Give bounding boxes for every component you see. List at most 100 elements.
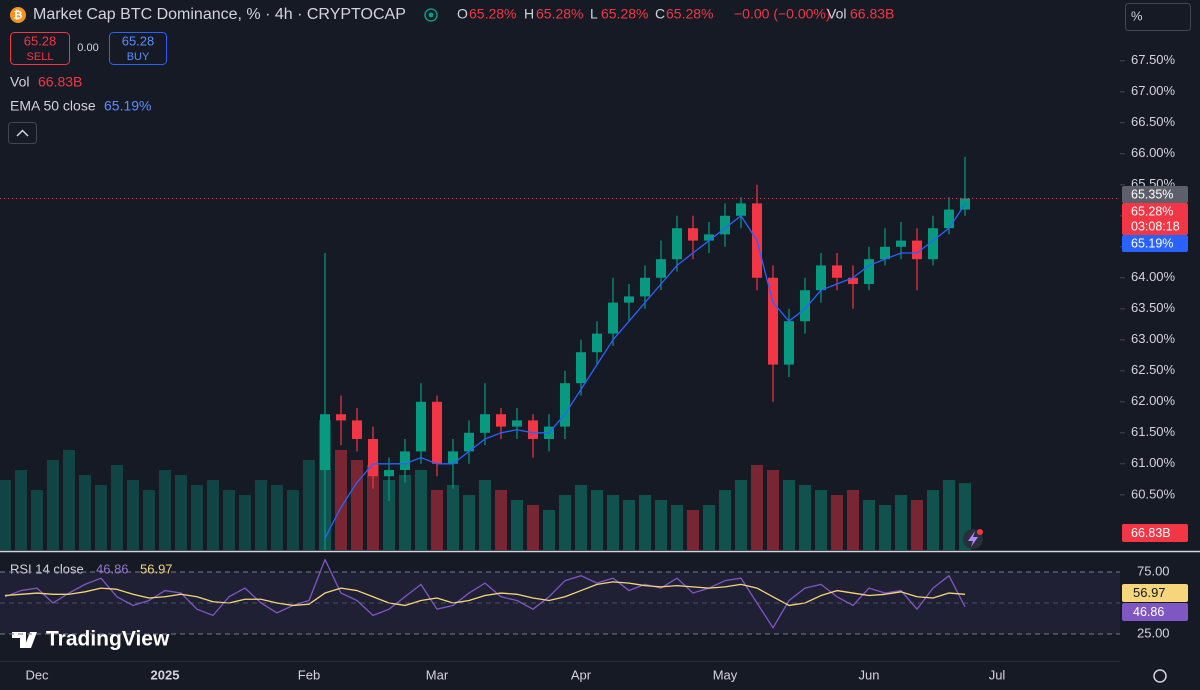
volume-tag <box>1122 524 1188 542</box>
legend-value: 65.28% <box>536 6 583 22</box>
y-tick-label: 62.00% <box>1131 393 1176 408</box>
volume-bar <box>703 505 715 550</box>
volume-bar <box>127 480 139 550</box>
alert-badge <box>977 529 983 535</box>
volume-bar <box>223 490 235 550</box>
volume-bar <box>623 500 635 550</box>
volume-bar <box>591 490 603 550</box>
candle-body <box>560 383 570 427</box>
legend-key: L <box>590 6 598 22</box>
scale-button-label[interactable]: % <box>1131 8 1143 23</box>
candle-body <box>880 246 890 260</box>
collapse-icon[interactable] <box>16 129 29 137</box>
alert-icon[interactable] <box>968 531 978 547</box>
market-status-dot <box>428 12 434 18</box>
legend-change: −0.00 (−0.00%) <box>734 6 831 22</box>
x-tick-label: Apr <box>571 667 592 682</box>
legend-key: Vol <box>827 6 846 22</box>
rsi-tick-label: 25.00 <box>1137 625 1170 640</box>
volume-bar <box>95 485 107 550</box>
candle-body <box>832 265 842 278</box>
buy-button[interactable] <box>109 32 167 65</box>
scale-button[interactable] <box>1125 3 1191 31</box>
volume-bar <box>447 485 459 550</box>
candle-body <box>912 240 922 260</box>
volume-bar <box>367 465 379 550</box>
volume-bar <box>15 470 27 550</box>
rsi-line <box>4 558 966 629</box>
candle-body <box>688 228 698 241</box>
x-tick-label: Dec <box>25 667 49 682</box>
buy-label[interactable]: BUY <box>127 51 150 63</box>
volume-bar <box>143 490 155 550</box>
rsi-indicator: RSI 14 close <box>10 561 84 576</box>
ema-indicator-value: 65.19% <box>104 98 151 114</box>
candle-body <box>368 439 378 477</box>
y-tick-label: 62.50% <box>1131 362 1176 377</box>
collapse-button[interactable] <box>8 122 37 144</box>
rsi-tag <box>1122 603 1188 621</box>
volume-bar <box>303 460 315 550</box>
candle-body <box>800 290 810 322</box>
rsi-tick-label: 75.00 <box>1137 563 1170 578</box>
volume-bar <box>511 500 523 550</box>
volume-bar <box>111 465 123 550</box>
legend-key: C <box>655 6 665 22</box>
sell-price[interactable]: 65.28 <box>24 33 57 48</box>
ema-line <box>324 203 966 539</box>
btc-icon <box>10 7 26 23</box>
buy-price[interactable]: 65.28 <box>122 33 155 48</box>
volume-bar <box>799 485 811 550</box>
candle-body <box>768 277 778 365</box>
x-tick-label: Mar <box>426 667 449 682</box>
settings-button[interactable] <box>1153 669 1167 683</box>
y-tick-label: 63.50% <box>1131 300 1176 315</box>
y-tick-label: 61.00% <box>1131 455 1176 470</box>
volume-bar <box>271 485 283 550</box>
candle-body <box>928 228 938 260</box>
volume-bar <box>351 460 363 550</box>
ema-indicator: EMA 50 close <box>10 98 96 114</box>
candle-body <box>336 414 346 421</box>
volume-bar <box>399 475 411 550</box>
volume-bar <box>767 470 779 550</box>
volume-bar <box>431 490 443 550</box>
candle-body <box>736 203 746 216</box>
rsi-ma-value: 56.97 <box>140 561 173 576</box>
volume-bar <box>47 460 59 550</box>
candle-body <box>480 414 490 433</box>
legend-value: 65.28% <box>469 6 516 22</box>
candle-body <box>400 451 410 471</box>
rsi-value: 46.86 <box>96 561 129 576</box>
volume-bar <box>735 480 747 550</box>
y-tick-label: 61.50% <box>1131 424 1176 439</box>
market-status <box>424 8 438 22</box>
candle-body <box>576 352 586 384</box>
price-tag <box>1122 186 1188 203</box>
candle-body <box>944 209 954 229</box>
volume-bar <box>671 505 683 550</box>
sell-button[interactable] <box>10 32 70 65</box>
price-layer <box>320 156 970 550</box>
volume-bar <box>879 505 891 550</box>
candle-body <box>608 302 618 334</box>
volume-bar <box>287 490 299 550</box>
y-tick-label: 63.00% <box>1131 331 1176 346</box>
y-tick-label: 64.00% <box>1131 269 1176 284</box>
y-tick-label: 60.50% <box>1131 486 1176 501</box>
y-tick-label: 67.00% <box>1131 83 1176 98</box>
volume-bar <box>751 465 763 550</box>
volume-bar <box>815 490 827 550</box>
volume-bar <box>639 495 651 550</box>
btc-symbol: ₿ <box>14 9 23 21</box>
volume-bar <box>175 475 187 550</box>
sell-label[interactable]: SELL <box>27 51 54 63</box>
volume-bar <box>415 470 427 550</box>
legend-key: O <box>457 6 468 22</box>
candle-body <box>720 215 730 235</box>
volume-bar <box>239 495 251 550</box>
candle-body <box>416 401 426 452</box>
rsi-tag-label: 46.86 <box>1133 605 1164 619</box>
volume-bar <box>575 485 587 550</box>
candle-body <box>656 259 666 278</box>
